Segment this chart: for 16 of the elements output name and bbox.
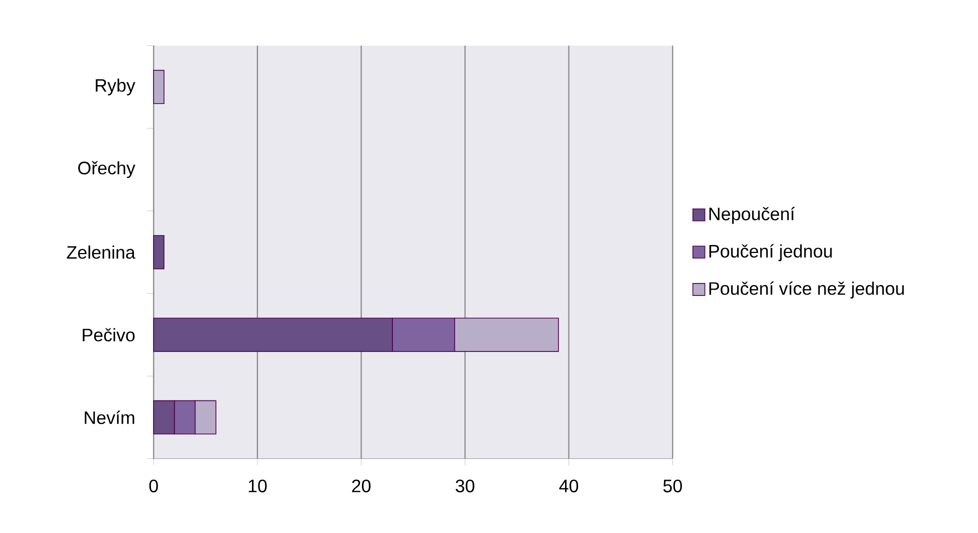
legend-label: Nepoučení <box>709 206 795 224</box>
x-tick-label: 0 <box>149 480 158 492</box>
y-tick-label: Zelenina <box>66 246 136 259</box>
y-tick-label: Ořechy <box>78 161 136 178</box>
y-tick-label: Pečivo <box>82 328 135 342</box>
y-tick-label: Ryby <box>96 78 136 96</box>
bar <box>153 235 164 270</box>
x-tick-label: 40 <box>559 480 578 492</box>
y-tick-label: Nevím <box>84 410 134 424</box>
legend-label: Poučení jednou <box>709 244 832 262</box>
x-tick-label: 50 <box>663 480 682 492</box>
x-tick-label: 20 <box>352 480 371 492</box>
legend-label: Poučení více než jednou <box>709 281 904 298</box>
x-tick-label: 30 <box>456 480 474 492</box>
x-tick-label: 10 <box>248 480 267 492</box>
bar <box>153 70 164 104</box>
